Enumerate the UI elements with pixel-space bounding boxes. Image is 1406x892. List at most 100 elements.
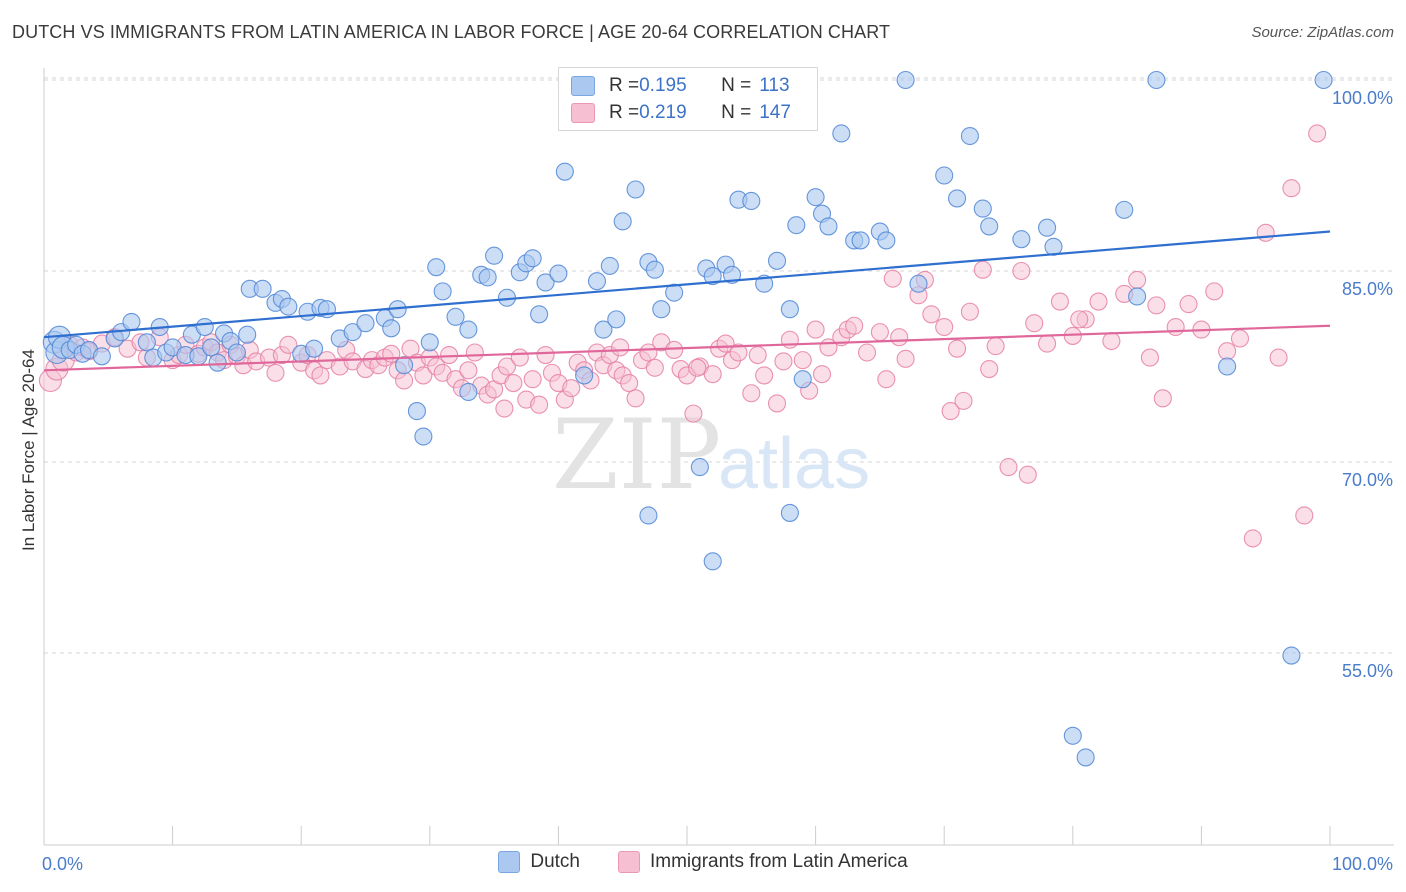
- dutch-point: [594, 320, 613, 339]
- dutch-point: [356, 314, 375, 333]
- latin-point: [279, 335, 298, 354]
- latin-point: [665, 340, 684, 359]
- series-legend: Dutch Immigrants from Latin America: [0, 851, 1406, 873]
- legend-row-latin: R = 0.219 N = 147: [571, 100, 791, 126]
- latin-point: [941, 402, 960, 421]
- dutch-point: [639, 506, 658, 525]
- dutch-trend-line: [43, 230, 1331, 339]
- legend-dutch-swatch: [498, 851, 521, 873]
- x-tick-label-0: 0.0%: [42, 854, 83, 874]
- dutch-point: [414, 427, 433, 446]
- latin-point: [1128, 270, 1147, 289]
- latin-point: [748, 345, 767, 365]
- latin-point: [626, 389, 645, 408]
- y-axis-label-wrap: In Labor Force | Age 20-64: [17, 300, 41, 600]
- dutch-point: [645, 260, 664, 279]
- tick-labels: 55.0% 70.0% 85.0% 100.0% 0.0% 100.0%: [42, 88, 1393, 874]
- latin-point: [980, 359, 999, 379]
- dutch-point: [459, 320, 478, 339]
- series-dutch: [42, 70, 1333, 767]
- dutch-point: [427, 258, 446, 277]
- dutch-point: [208, 353, 227, 372]
- latin-point: [1038, 334, 1057, 353]
- dutch-point: [227, 343, 246, 362]
- watermark: ZIP atlas: [552, 399, 870, 511]
- latin-point: [870, 323, 889, 342]
- dutch-point: [1038, 218, 1057, 237]
- dutch-point: [793, 370, 812, 389]
- dutch-point: [1063, 726, 1082, 745]
- latin-point: [1218, 342, 1237, 361]
- latin-point: [857, 343, 877, 362]
- latin-point: [266, 363, 285, 382]
- dutch-point: [613, 212, 632, 231]
- dutch-point: [587, 272, 607, 291]
- dutch-point: [1012, 230, 1031, 249]
- latin-point: [767, 394, 787, 413]
- latin-point: [1269, 348, 1288, 367]
- latin-point: [883, 269, 902, 288]
- latin-point: [1256, 223, 1275, 242]
- dutch-point: [305, 339, 324, 358]
- dutch-point: [343, 323, 362, 342]
- dutch-point: [755, 274, 774, 293]
- latin-point: [1282, 179, 1301, 198]
- dutch-r-label: R =: [609, 75, 640, 96]
- dutch-point: [703, 267, 722, 286]
- dutch-point: [122, 312, 141, 331]
- dutch-point: [973, 199, 992, 218]
- dutch-point: [407, 402, 426, 421]
- latin-point: [495, 399, 514, 418]
- dutch-point: [877, 231, 896, 250]
- latin-point: [459, 361, 478, 380]
- dutch-point: [1282, 646, 1301, 665]
- dutch-point: [1115, 200, 1134, 219]
- dutch-n-value: 113: [759, 75, 790, 96]
- latin-point: [986, 337, 1005, 356]
- dutch-point: [279, 297, 298, 316]
- dutch-point: [722, 265, 742, 284]
- dutch-point: [92, 347, 111, 366]
- latin-point: [877, 370, 896, 389]
- dutch-point: [896, 70, 915, 90]
- latin-point: [395, 371, 414, 390]
- dutch-point: [530, 305, 549, 324]
- legend-latin-label: Immigrants from Latin America: [650, 851, 908, 872]
- dutch-point: [485, 246, 504, 265]
- dutch-point: [395, 356, 414, 375]
- y-tick-label-2: 85.0%: [1342, 279, 1393, 299]
- latin-point: [922, 305, 941, 324]
- dutch-point: [690, 458, 709, 477]
- latin-point: [1179, 295, 1198, 314]
- dutch-point: [523, 249, 542, 268]
- correlation-legend: R = 0.195 N = 113 R = 0.219 N = 147: [558, 67, 818, 131]
- dutch-point: [253, 279, 272, 298]
- axes: [43, 68, 1394, 846]
- latin-point: [688, 358, 707, 377]
- dutch-point: [382, 319, 401, 338]
- dutch-point: [195, 317, 214, 337]
- latin-point: [1243, 529, 1262, 548]
- latin-point: [311, 366, 330, 385]
- dutch-point: [703, 552, 722, 571]
- dutch-point: [980, 217, 999, 236]
- latin-point: [793, 351, 812, 370]
- dutch-point: [832, 124, 851, 143]
- dutch-point: [555, 162, 574, 181]
- latin-point: [1308, 124, 1327, 143]
- latin-point: [1166, 317, 1185, 337]
- latin-point: [973, 260, 992, 279]
- latin-point: [703, 365, 722, 384]
- dutch-point: [742, 191, 761, 211]
- dutch-point: [652, 300, 671, 319]
- dutch-point: [478, 268, 497, 287]
- latin-point: [812, 365, 832, 384]
- dutch-point: [420, 333, 439, 352]
- latin-point: [523, 370, 542, 389]
- y-axis-label: In Labor Force | Age 20-64: [19, 349, 38, 551]
- dutch-point: [607, 310, 626, 329]
- latin-point: [954, 391, 973, 410]
- dutch-point: [600, 256, 619, 275]
- dutch-point: [1076, 748, 1095, 767]
- latin-point: [497, 357, 517, 376]
